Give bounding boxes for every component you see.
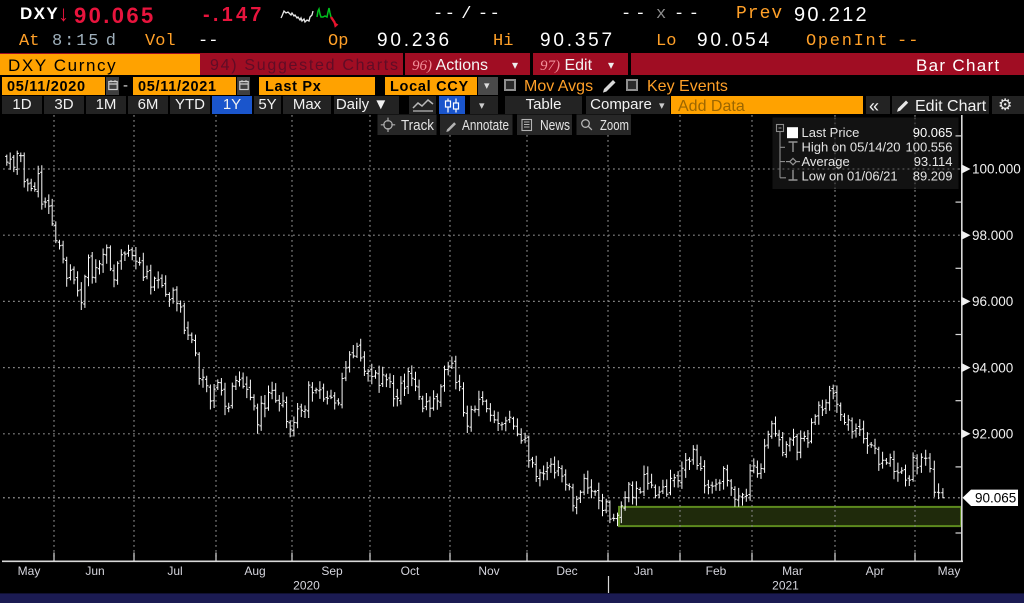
svg-text:Aug: Aug [244, 564, 265, 578]
svg-text:May: May [18, 564, 41, 578]
svg-text:May: May [938, 564, 961, 578]
svg-text:Last Price: Last Price [802, 125, 860, 140]
svg-text:Oct: Oct [401, 564, 420, 578]
svg-text:Jan: Jan [634, 564, 653, 578]
svg-text:Dec: Dec [556, 564, 577, 578]
svg-text:Sep: Sep [321, 564, 343, 578]
svg-text:Low on 01/06/21: Low on 01/06/21 [802, 168, 898, 183]
svg-text:Annotate: Annotate [462, 118, 509, 134]
svg-text:Zoom: Zoom [600, 118, 629, 134]
svg-text:93.114: 93.114 [914, 154, 953, 169]
svg-text:100.000: 100.000 [972, 162, 1021, 177]
svg-text:Track: Track [401, 118, 435, 134]
svg-text:92.000: 92.000 [972, 427, 1013, 442]
svg-text:Mar: Mar [782, 564, 803, 578]
svg-text:Nov: Nov [478, 564, 499, 578]
svg-text:News: News [540, 118, 570, 134]
svg-text:2020: 2020 [293, 579, 320, 593]
svg-text:96.000: 96.000 [972, 294, 1013, 309]
svg-text:Feb: Feb [706, 564, 727, 578]
svg-text:Jul: Jul [167, 564, 182, 578]
svg-text:89.209: 89.209 [913, 168, 953, 183]
svg-text:Jun: Jun [85, 564, 104, 578]
svg-text:98.000: 98.000 [972, 228, 1013, 243]
svg-text:2021: 2021 [772, 579, 799, 593]
svg-text:Average: Average [802, 154, 850, 169]
svg-text:Apr: Apr [866, 564, 885, 578]
svg-text:94.000: 94.000 [972, 360, 1013, 375]
svg-text:High on 05/14/20: High on 05/14/20 [802, 140, 901, 155]
svg-text:90.065: 90.065 [975, 491, 1016, 506]
svg-text:100.556: 100.556 [906, 140, 953, 155]
svg-text:90.065: 90.065 [913, 125, 953, 140]
